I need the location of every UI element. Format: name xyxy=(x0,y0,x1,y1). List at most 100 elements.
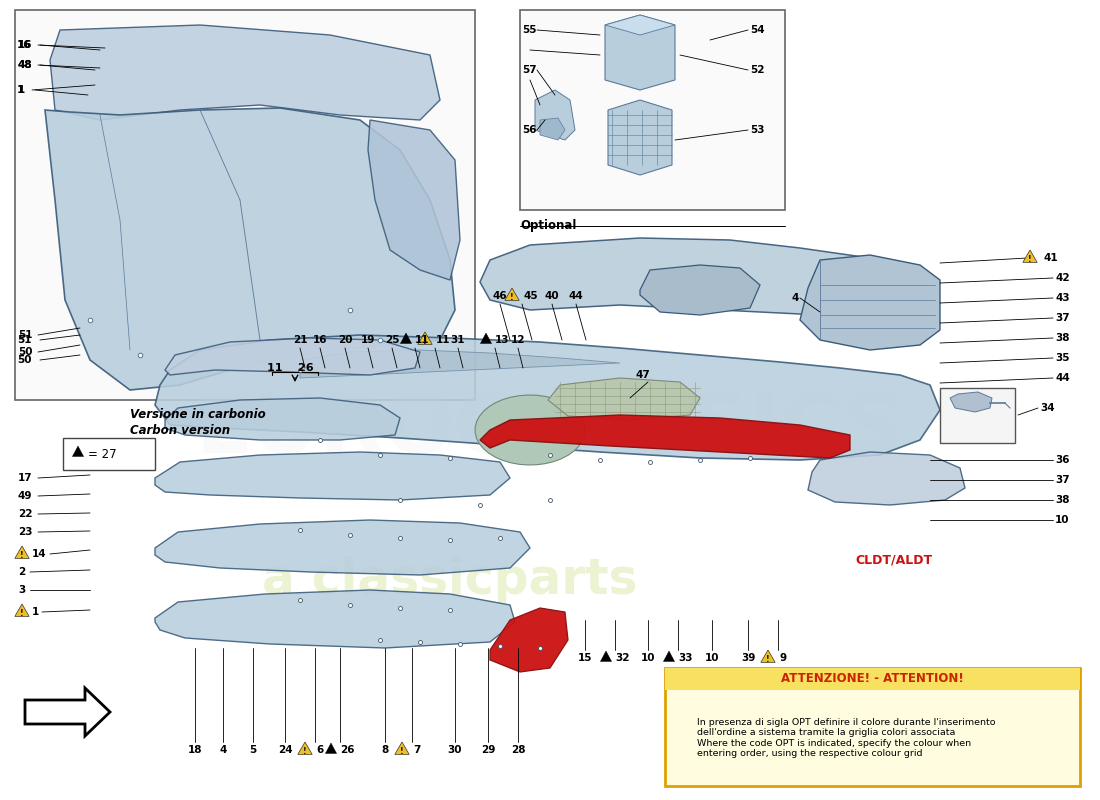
Text: 14: 14 xyxy=(32,549,46,559)
Polygon shape xyxy=(73,446,84,457)
Text: !: ! xyxy=(679,725,683,734)
Text: 56: 56 xyxy=(522,125,537,135)
Polygon shape xyxy=(640,265,760,315)
Text: 16: 16 xyxy=(18,40,33,50)
Polygon shape xyxy=(480,415,850,458)
Text: 41: 41 xyxy=(1043,253,1057,263)
FancyBboxPatch shape xyxy=(520,10,785,210)
Text: 53: 53 xyxy=(750,125,764,135)
Polygon shape xyxy=(298,742,312,754)
Text: 39: 39 xyxy=(740,653,756,663)
Polygon shape xyxy=(481,333,492,343)
Text: 23: 23 xyxy=(18,527,33,537)
Text: 5: 5 xyxy=(250,745,256,755)
FancyBboxPatch shape xyxy=(666,668,1080,690)
Text: ATTENZIONE! - ATTENTION!: ATTENZIONE! - ATTENTION! xyxy=(781,673,964,686)
Text: 55: 55 xyxy=(522,25,537,35)
Text: 4: 4 xyxy=(792,293,800,303)
Polygon shape xyxy=(608,100,672,175)
Text: 17: 17 xyxy=(18,473,33,483)
Polygon shape xyxy=(50,25,440,120)
Polygon shape xyxy=(155,590,515,648)
Polygon shape xyxy=(475,395,585,465)
Text: !: ! xyxy=(400,746,404,756)
Text: 15: 15 xyxy=(578,653,592,663)
Polygon shape xyxy=(480,238,930,315)
Text: Carbon version: Carbon version xyxy=(130,423,230,437)
Text: 57: 57 xyxy=(522,65,537,75)
Text: 52: 52 xyxy=(750,65,764,75)
Text: 3: 3 xyxy=(18,585,25,595)
Text: !: ! xyxy=(304,746,307,756)
Polygon shape xyxy=(14,546,30,558)
Text: 1: 1 xyxy=(32,607,40,617)
Text: 46: 46 xyxy=(493,291,507,301)
Text: 34: 34 xyxy=(1040,403,1055,413)
Text: 22: 22 xyxy=(18,509,33,519)
FancyBboxPatch shape xyxy=(940,388,1015,443)
Polygon shape xyxy=(505,288,519,300)
Text: !: ! xyxy=(679,676,683,685)
Polygon shape xyxy=(326,743,337,754)
Polygon shape xyxy=(165,338,420,375)
Text: 11    26: 11 26 xyxy=(266,363,314,373)
Polygon shape xyxy=(25,688,110,736)
Text: 11: 11 xyxy=(436,335,451,345)
Text: 44: 44 xyxy=(1055,373,1069,383)
Text: 36: 36 xyxy=(1055,455,1069,465)
Polygon shape xyxy=(368,120,460,280)
Text: 44: 44 xyxy=(569,291,583,301)
Text: 54: 54 xyxy=(750,25,764,35)
Text: 10: 10 xyxy=(1055,515,1069,525)
Text: !: ! xyxy=(510,293,514,302)
Text: a classicparts: a classicparts xyxy=(262,556,638,604)
Polygon shape xyxy=(761,650,776,662)
Text: 8: 8 xyxy=(382,745,388,755)
Polygon shape xyxy=(490,608,568,672)
Text: 21: 21 xyxy=(293,335,307,345)
Text: = 27: = 27 xyxy=(88,447,117,461)
Text: 38: 38 xyxy=(1055,495,1069,505)
Polygon shape xyxy=(535,90,575,140)
Text: Optional: Optional xyxy=(520,218,576,231)
Polygon shape xyxy=(45,108,455,390)
Text: 16: 16 xyxy=(16,40,32,50)
Text: 10: 10 xyxy=(705,653,719,663)
Text: 47: 47 xyxy=(636,370,651,380)
Polygon shape xyxy=(1023,250,1037,262)
Text: !: ! xyxy=(20,550,24,560)
Polygon shape xyxy=(14,604,30,616)
Text: Versione in carbonio: Versione in carbonio xyxy=(130,409,266,422)
Polygon shape xyxy=(155,452,510,500)
Text: CLDT/ALDT: CLDT/ALDT xyxy=(855,554,932,566)
Polygon shape xyxy=(663,651,674,662)
Text: 7: 7 xyxy=(412,745,420,755)
Text: 13: 13 xyxy=(495,335,509,345)
Text: 32: 32 xyxy=(615,653,629,663)
Text: 19: 19 xyxy=(361,335,375,345)
FancyBboxPatch shape xyxy=(63,438,155,470)
Polygon shape xyxy=(418,332,432,344)
Text: 42: 42 xyxy=(1055,273,1069,283)
Text: 48: 48 xyxy=(18,60,33,70)
Text: 30: 30 xyxy=(448,745,462,755)
Text: !: ! xyxy=(767,654,770,664)
Text: 37: 37 xyxy=(1055,475,1069,485)
Text: 38: 38 xyxy=(1055,333,1069,343)
Text: 43: 43 xyxy=(1055,293,1069,303)
Text: In presenza di sigla OPT definire il colore durante l'inserimento
dell'ordine a : In presenza di sigla OPT definire il col… xyxy=(697,718,996,758)
Text: 40: 40 xyxy=(544,291,559,301)
Text: 10: 10 xyxy=(640,653,656,663)
Text: 11: 11 xyxy=(415,335,429,345)
Text: 16: 16 xyxy=(312,335,328,345)
Text: 9: 9 xyxy=(779,653,786,663)
Text: 37: 37 xyxy=(1055,313,1069,323)
Text: 1: 1 xyxy=(16,85,24,95)
Text: 31: 31 xyxy=(451,335,465,345)
Polygon shape xyxy=(400,333,411,343)
Text: 24: 24 xyxy=(277,745,293,755)
Polygon shape xyxy=(300,350,620,378)
Polygon shape xyxy=(155,520,530,575)
Text: 26: 26 xyxy=(340,745,354,755)
Text: 18: 18 xyxy=(188,745,202,755)
